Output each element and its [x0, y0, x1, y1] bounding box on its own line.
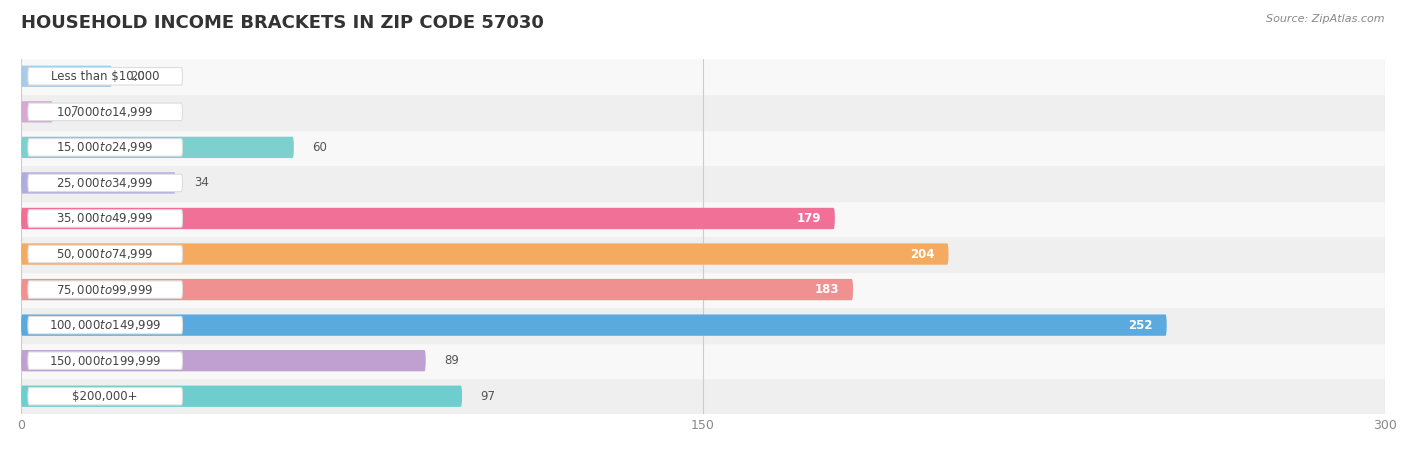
Text: $150,000 to $199,999: $150,000 to $199,999	[49, 354, 162, 368]
Text: 34: 34	[194, 176, 208, 189]
Text: 7: 7	[72, 105, 79, 118]
Text: $50,000 to $74,999: $50,000 to $74,999	[56, 247, 153, 261]
Text: Source: ZipAtlas.com: Source: ZipAtlas.com	[1267, 14, 1385, 23]
FancyBboxPatch shape	[28, 174, 183, 192]
Text: 204: 204	[910, 248, 935, 261]
FancyBboxPatch shape	[28, 103, 183, 121]
FancyBboxPatch shape	[21, 101, 53, 122]
Bar	[21, 236, 1385, 272]
FancyBboxPatch shape	[21, 315, 1167, 336]
FancyBboxPatch shape	[21, 137, 294, 158]
FancyBboxPatch shape	[21, 172, 176, 194]
Text: 97: 97	[481, 390, 495, 403]
Text: $15,000 to $24,999: $15,000 to $24,999	[56, 140, 153, 154]
FancyBboxPatch shape	[28, 68, 183, 85]
FancyBboxPatch shape	[28, 387, 183, 405]
Bar	[21, 201, 1385, 236]
Text: 179: 179	[797, 212, 821, 225]
Text: 20: 20	[131, 70, 145, 83]
Bar	[21, 343, 1385, 378]
Text: 60: 60	[312, 141, 328, 154]
Text: $35,000 to $49,999: $35,000 to $49,999	[56, 212, 153, 225]
Text: $200,000+: $200,000+	[73, 390, 138, 403]
Bar	[21, 307, 1385, 343]
FancyBboxPatch shape	[21, 386, 463, 407]
Bar	[21, 165, 1385, 201]
FancyBboxPatch shape	[21, 350, 426, 371]
Bar	[21, 94, 1385, 130]
Bar	[21, 130, 1385, 165]
Text: $25,000 to $34,999: $25,000 to $34,999	[56, 176, 153, 190]
Text: $10,000 to $14,999: $10,000 to $14,999	[56, 105, 153, 119]
FancyBboxPatch shape	[21, 279, 853, 300]
Bar	[21, 272, 1385, 307]
FancyBboxPatch shape	[28, 245, 183, 263]
Bar	[21, 378, 1385, 414]
FancyBboxPatch shape	[28, 316, 183, 334]
Text: 183: 183	[815, 283, 839, 296]
FancyBboxPatch shape	[21, 243, 949, 265]
FancyBboxPatch shape	[21, 66, 112, 87]
Text: $75,000 to $99,999: $75,000 to $99,999	[56, 283, 153, 297]
Bar	[21, 58, 1385, 94]
FancyBboxPatch shape	[28, 352, 183, 369]
Text: 252: 252	[1129, 319, 1153, 332]
Text: Less than $10,000: Less than $10,000	[51, 70, 159, 83]
FancyBboxPatch shape	[28, 210, 183, 227]
Text: 89: 89	[444, 354, 458, 367]
Text: HOUSEHOLD INCOME BRACKETS IN ZIP CODE 57030: HOUSEHOLD INCOME BRACKETS IN ZIP CODE 57…	[21, 14, 544, 32]
FancyBboxPatch shape	[28, 139, 183, 156]
FancyBboxPatch shape	[28, 281, 183, 298]
Text: $100,000 to $149,999: $100,000 to $149,999	[49, 318, 162, 332]
FancyBboxPatch shape	[21, 208, 835, 229]
